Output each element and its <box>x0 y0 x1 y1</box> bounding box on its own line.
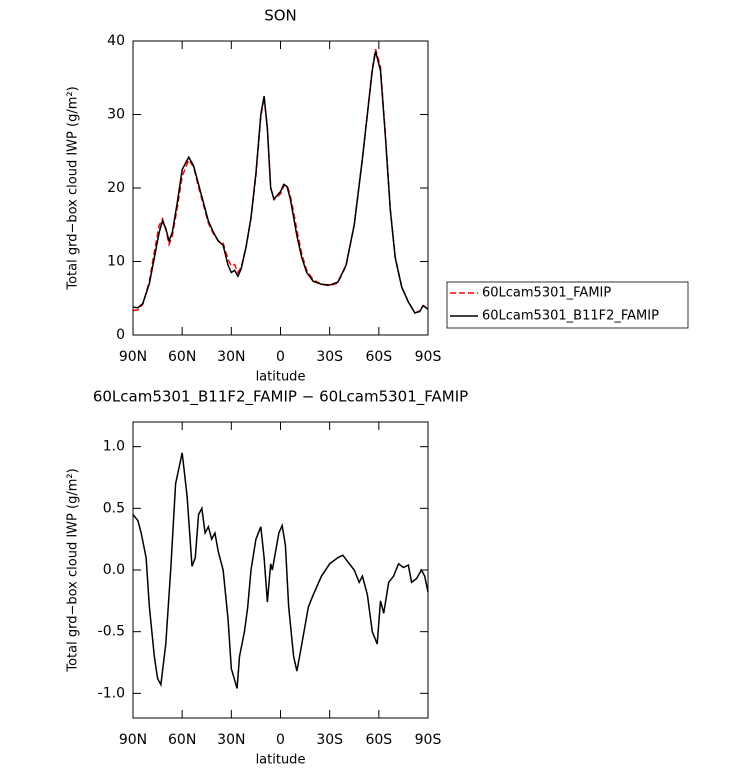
chart-title: 60Lcam5301_B11F2_FAMIP − 60Lcam5301_FAMI… <box>93 388 468 407</box>
x-axis-label: latitude <box>256 370 306 385</box>
legend-label: 60Lcam5301_B11F2_FAMIP <box>482 309 659 324</box>
y-tick-label: 30 <box>107 107 125 123</box>
chart-title: SON <box>264 7 297 25</box>
plot-frame <box>132 421 429 719</box>
y-tick-label: -0.5 <box>98 624 125 640</box>
x-tick-label: 0 <box>276 732 285 748</box>
x-tick-label: 0 <box>276 349 285 365</box>
y-axis-label: Total grd−box cloud IWP (g/m²) <box>66 468 81 672</box>
x-tick-label: 60S <box>365 732 392 748</box>
x-tick-label: 30N <box>217 349 245 365</box>
plot-frame <box>132 40 429 336</box>
y-tick-label: 0 <box>116 327 125 343</box>
y-axis-label: Total grd−box cloud IWP (g/m²) <box>66 86 81 290</box>
legend-box <box>446 281 689 329</box>
x-tick-label: 90S <box>415 349 442 365</box>
data-line <box>132 48 429 314</box>
x-tick-label: 60N <box>168 349 196 365</box>
x-tick-label: 90N <box>119 349 147 365</box>
x-tick-label: 30S <box>316 732 343 748</box>
x-axis-label: latitude <box>256 753 306 768</box>
x-tick-label: 90N <box>119 732 147 748</box>
y-tick-label: 0.0 <box>103 562 125 578</box>
x-tick-label: 90S <box>415 732 442 748</box>
x-tick-label: 30S <box>316 349 343 365</box>
y-tick-label: 1.0 <box>103 439 125 455</box>
y-tick-label: 0.5 <box>103 500 125 516</box>
x-tick-label: 60S <box>365 349 392 365</box>
legend-label: 60Lcam5301_FAMIP <box>482 286 611 301</box>
x-tick-label: 30N <box>217 732 245 748</box>
y-tick-label: 20 <box>107 180 125 196</box>
x-tick-label: 60N <box>168 732 196 748</box>
data-line <box>132 452 429 689</box>
y-tick-label: -1.0 <box>98 685 125 701</box>
data-line <box>132 51 429 314</box>
y-tick-label: 40 <box>107 33 125 49</box>
y-tick-label: 10 <box>107 254 125 270</box>
